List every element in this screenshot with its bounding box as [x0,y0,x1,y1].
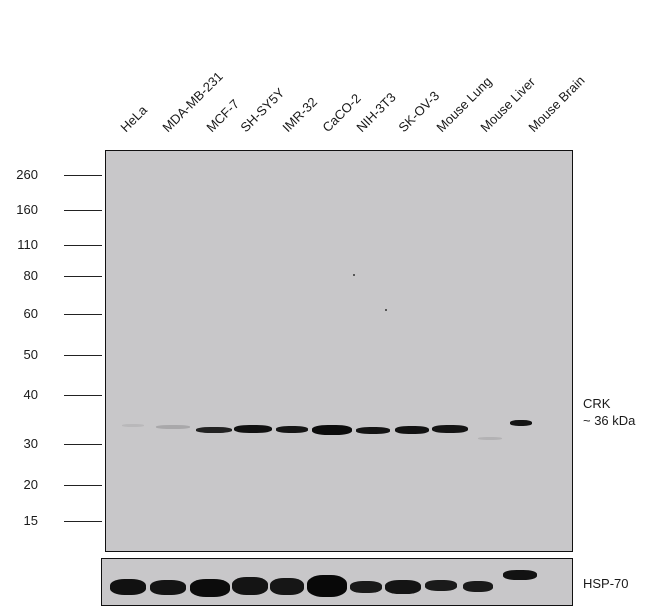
marker-label: 40 [23,387,38,402]
crk-band [276,426,308,433]
marker-tick [64,395,102,396]
marker-label: 20 [23,477,38,492]
crk-band [234,425,272,433]
hsp70-band [307,575,347,597]
marker-tick [64,175,102,176]
marker-tick [64,485,102,486]
hsp70-band [463,581,493,592]
marker-row: 260 [0,167,105,183]
marker-tick [64,210,102,211]
crk-band [510,420,532,426]
hsp70-band [190,579,230,597]
marker-tick [64,245,102,246]
marker-label: 60 [23,306,38,321]
marker-label: 50 [23,347,38,362]
crk-band [432,425,468,433]
loading-control-panel [101,558,573,606]
lane-label-sh-sy5y: SH-SY5Y [237,85,288,135]
marker-label: 15 [23,513,38,528]
marker-label: 260 [16,167,38,182]
hsp70-band [503,570,537,580]
hsp70-band [110,579,146,595]
lane-label-mcf-7: MCF-7 [203,96,243,135]
hsp70-band [385,580,421,594]
marker-row: 20 [0,477,105,493]
crk-band [196,427,232,433]
blot-artifact [353,274,355,276]
marker-label: 110 [17,237,38,252]
hsp70-band [232,577,268,595]
hsp70-band [350,581,382,593]
crk-band [156,425,190,429]
hsp70-band [270,578,304,595]
crk-band [395,426,429,434]
marker-tick [64,355,102,356]
crk-band [312,425,352,435]
loading-control-label: HSP-70 [583,576,629,591]
marker-label: 30 [23,436,38,451]
crk-band [356,427,390,434]
lane-label-imr-32: IMR-32 [279,94,321,135]
marker-tick [64,276,102,277]
marker-row: 30 [0,436,105,452]
blot-artifact [385,309,387,311]
hsp70-band [150,580,186,595]
marker-row: 15 [0,513,105,529]
marker-row: 160 [0,202,105,218]
lane-label-sk-ov-3: SK-OV-3 [395,88,443,135]
marker-row: 110 [0,237,105,253]
marker-row: 80 [0,268,105,284]
marker-tick [64,444,102,445]
marker-label: 160 [16,202,38,217]
lane-label-nih-3t3: NIH-3T3 [353,89,399,135]
marker-row: 60 [0,306,105,322]
marker-row: 40 [0,387,105,403]
lane-label-hela: HeLa [117,102,150,135]
crk-band [122,424,144,427]
target-size: ~ 36 kDa [583,413,636,428]
marker-tick [64,521,102,522]
target-name: CRK [583,396,611,411]
marker-tick [64,314,102,315]
crk-band [478,437,502,440]
hsp70-band [425,580,457,591]
main-blot-panel [105,150,573,552]
marker-row: 50 [0,347,105,363]
marker-label: 80 [23,268,38,283]
